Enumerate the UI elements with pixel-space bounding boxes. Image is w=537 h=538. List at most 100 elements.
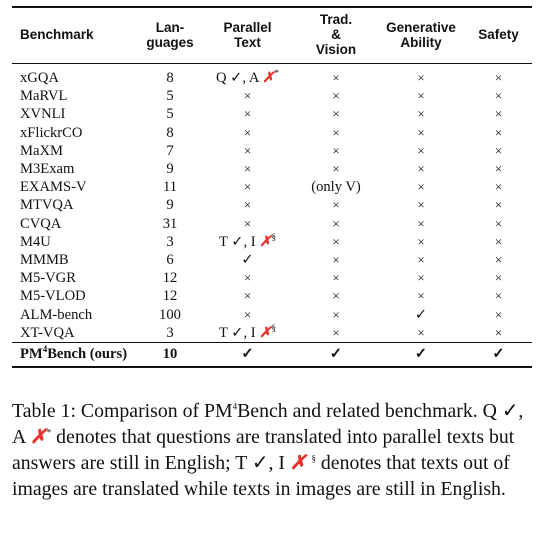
languages-cell: 3 [166,324,174,341]
times-icon: × [417,324,425,340]
table-row: MMMB 6 ✓ × × × [12,251,532,269]
times-icon: × [332,215,340,231]
times-icon: × [332,233,340,249]
cross-mark-icon: ✗ [259,324,272,341]
trad-vision-cell: × [295,160,377,178]
superscript: § [271,231,277,242]
languages-cell: 100 [159,306,181,323]
benchmark-cell: EXAMS-V [20,179,87,196]
safety-cell: × [465,306,532,324]
parallel-text-cell: × [200,306,295,324]
parallel-text-cell: ✓ [241,346,254,363]
times-icon: × [494,252,503,268]
benchmark-cell: xGQA [20,70,59,86]
table-row-ours: PM4Bench (ours) 10 ✓ ✓ ✓ ✓ [12,342,532,368]
trad-vision-cell: × [295,233,377,251]
parallel-text-cell: × [200,160,295,178]
table-row: M5-VLOD 12 × × × × [12,287,532,305]
table-row: M5-VGR 12 × × × × [12,269,532,287]
times-icon: × [332,306,340,322]
trad-vision-cell: ✓ [329,346,343,363]
languages-cell: 12 [162,288,178,305]
trad-vision-cell: × [295,251,377,269]
generative-ability-cell: × [377,160,465,178]
header-parallel-text: Parallel Text [223,19,272,50]
trad-vision-cell: × [295,196,377,214]
generative-ability-cell: × [377,196,465,214]
times-icon: × [494,161,503,177]
trad-vision-cell: × [295,64,377,88]
safety-cell: × [465,105,532,123]
times-icon: × [494,270,503,286]
trad-vision-cell: × [295,324,377,343]
trad-vision-cell: × [295,124,377,142]
parallel-text-cell: × [200,87,295,105]
times-icon: × [417,233,425,249]
table-row: MaRVL 5 × × × × [12,87,532,105]
table-row: xFlickrCO 8 × × × × [12,124,532,142]
times-icon: × [417,70,425,85]
safety-cell: × [465,87,532,105]
times-icon: × [243,215,252,231]
trad-vision-cell: (only V) [311,179,361,196]
safety-cell: ✓ [492,346,505,363]
generative-ability-cell: × [377,142,465,160]
times-icon: × [243,270,252,286]
benchmark-cell: xFlickrCO [20,124,83,141]
generative-ability-cell: × [377,64,465,88]
superscript: * [274,68,280,79]
parallel-text-cell: × [200,196,295,214]
trad-vision-cell: × [295,105,377,123]
table-row: M4U 3 T ✓, I ✗§ × × × [12,231,532,251]
generative-ability-cell: × [377,87,465,105]
languages-cell: 8 [166,124,174,141]
benchmark-cell: MaRVL [20,88,68,105]
parallel-text-cell: × [200,178,295,196]
safety-cell: × [465,196,532,214]
benchmark-cell: M5-VLOD [20,288,86,305]
superscript: 4 [232,401,238,412]
languages-cell: 5 [166,88,174,105]
times-icon: × [417,252,425,268]
generative-ability-cell: × [377,233,465,251]
languages-cell: 9 [166,197,174,214]
safety-cell: × [465,124,532,142]
table-row: xGQA 8 Q ✓, A ✗* × × × [12,64,532,88]
benchmark-cell: CVQA [20,215,62,232]
safety-cell: × [465,269,532,287]
times-icon: × [494,197,503,213]
times-icon: × [494,179,503,195]
generative-ability-cell: ✓ [414,346,428,363]
table-row: MTVQA 9 × × × × [12,196,532,214]
header-benchmark: Benchmark [20,27,94,42]
table-row: XT-VQA 3 T ✓, I ✗§ × × × [12,323,532,343]
table-row: XVNLI 5 × × × × [12,105,532,123]
times-icon: × [243,288,252,304]
parallel-text-cell: × [200,124,295,142]
times-icon: × [243,179,252,195]
times-icon: × [243,106,252,122]
safety-cell: × [465,160,532,178]
cross-mark-icon: ✗ [262,70,275,86]
table-body: xGQA 8 Q ✓, A ✗* × × × MaRVL 5 × × × × XVNLI 5 × × × × xFl… [12,64,532,368]
benchmark-cell: MaXM [20,142,63,159]
times-icon: × [417,179,425,195]
times-icon: × [494,306,503,322]
benchmark-cell: M3Exam [20,161,75,178]
times-icon: × [494,70,503,85]
times-icon: × [243,161,252,177]
table-row: CVQA 31 × × × × [12,215,532,233]
trad-vision-cell: × [295,142,377,160]
parallel-text-cell: Q ✓, A ✗* [215,68,280,86]
times-icon: × [243,88,252,104]
times-icon: × [494,288,503,304]
benchmark-cell: M5-VGR [20,270,76,287]
cross-mark-icon: ✗ [289,452,307,474]
cross-mark-icon: ✗ [259,233,272,250]
languages-cell: 31 [162,215,178,232]
cross-mark-icon: ✗ [30,426,47,448]
times-icon: × [494,215,503,231]
times-icon: × [494,142,503,158]
languages-cell: 10 [162,346,178,363]
times-icon: × [332,161,340,177]
